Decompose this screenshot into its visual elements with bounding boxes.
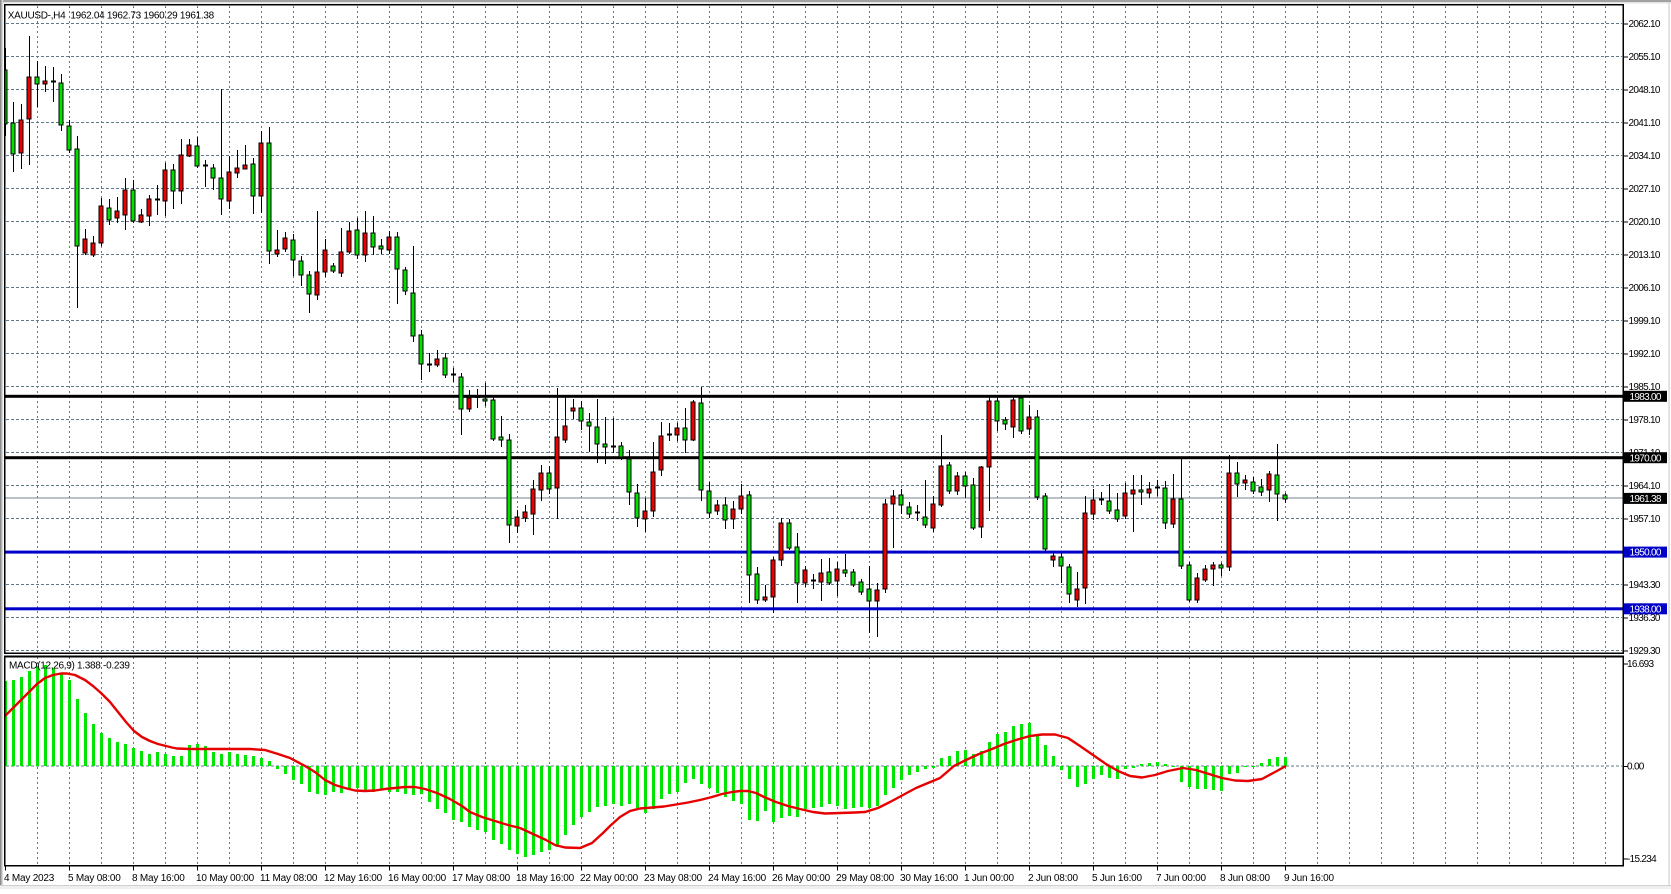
- svg-text:22 May 00:00: 22 May 00:00: [580, 873, 639, 884]
- svg-text:1938.00: 1938.00: [1630, 604, 1662, 615]
- svg-text:1 Jun 00:00: 1 Jun 00:00: [964, 873, 1015, 884]
- svg-text:7 Jun 00:00: 7 Jun 00:00: [1156, 873, 1207, 884]
- svg-text:1929.30: 1929.30: [1629, 646, 1661, 657]
- svg-text:4 May 2023: 4 May 2023: [4, 873, 55, 884]
- svg-text:1970.00: 1970.00: [1630, 453, 1662, 464]
- svg-text:24 May 16:00: 24 May 16:00: [708, 873, 767, 884]
- svg-text:2055.10: 2055.10: [1629, 52, 1661, 63]
- svg-text:1936.30: 1936.30: [1629, 613, 1661, 624]
- svg-text:2 Jun 08:00: 2 Jun 08:00: [1028, 873, 1079, 884]
- svg-text:16 May 00:00: 16 May 00:00: [388, 873, 447, 884]
- svg-text:1985.10: 1985.10: [1629, 382, 1661, 393]
- svg-text:9 Jun 16:00: 9 Jun 16:00: [1284, 873, 1335, 884]
- svg-text:MACD(12,26,9) 1.388 -0.239: MACD(12,26,9) 1.388 -0.239: [9, 661, 130, 672]
- svg-text:11 May 08:00: 11 May 08:00: [260, 873, 318, 884]
- svg-text:2006.10: 2006.10: [1629, 283, 1661, 294]
- svg-text:1961.38: 1961.38: [1630, 494, 1662, 505]
- svg-text:23 May 08:00: 23 May 08:00: [644, 873, 703, 884]
- svg-text:18 May 16:00: 18 May 16:00: [516, 873, 575, 884]
- svg-text:17 May 08:00: 17 May 08:00: [452, 873, 511, 884]
- svg-text:2034.10: 2034.10: [1629, 151, 1661, 162]
- svg-text:29 May 08:00: 29 May 08:00: [836, 873, 895, 884]
- svg-text:5 Jun 16:00: 5 Jun 16:00: [1092, 873, 1143, 884]
- svg-text:16.693: 16.693: [1627, 659, 1655, 670]
- svg-text:2013.10: 2013.10: [1629, 250, 1661, 261]
- svg-text:8 Jun 08:00: 8 Jun 08:00: [1220, 873, 1271, 884]
- svg-text:2027.10: 2027.10: [1629, 184, 1661, 195]
- svg-text:XAUUSD-,H4 1962.04 1962.73 19: XAUUSD-,H4 1962.04 1962.73 1960.29 1961.…: [8, 11, 215, 22]
- svg-text:1964.10: 1964.10: [1629, 481, 1661, 492]
- svg-text:5 May 08:00: 5 May 08:00: [68, 873, 121, 884]
- svg-text:1983.00: 1983.00: [1630, 392, 1662, 403]
- svg-text:8 May 16:00: 8 May 16:00: [132, 873, 185, 884]
- svg-text:1957.10: 1957.10: [1629, 514, 1661, 525]
- svg-text:1950.00: 1950.00: [1630, 548, 1662, 559]
- svg-text:2062.10: 2062.10: [1629, 19, 1661, 30]
- svg-text:1999.10: 1999.10: [1629, 316, 1661, 327]
- svg-text:1992.10: 1992.10: [1629, 349, 1661, 360]
- svg-text:0.00: 0.00: [1627, 762, 1645, 773]
- svg-text:1978.10: 1978.10: [1629, 415, 1661, 426]
- svg-text:2020.10: 2020.10: [1629, 217, 1661, 228]
- svg-text:30 May 16:00: 30 May 16:00: [900, 873, 959, 884]
- svg-text:10 May 00:00: 10 May 00:00: [196, 873, 255, 884]
- svg-text:12 May 16:00: 12 May 16:00: [324, 873, 383, 884]
- svg-text:2048.10: 2048.10: [1629, 85, 1661, 96]
- svg-text:1943.30: 1943.30: [1629, 580, 1661, 591]
- svg-text:26 May 00:00: 26 May 00:00: [772, 873, 831, 884]
- svg-text:-15.234: -15.234: [1627, 854, 1657, 865]
- svg-text:2041.10: 2041.10: [1629, 118, 1661, 129]
